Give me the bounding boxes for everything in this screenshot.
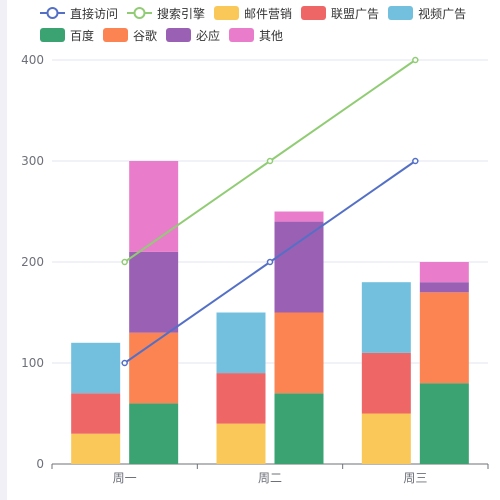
- bar-segment: [216, 373, 266, 424]
- y-tick-label: 100: [21, 356, 44, 370]
- legend-row-1: 直接访问 搜索引擎 邮件营销 联盟广告 视频广告: [40, 2, 490, 24]
- line-marker-icon: [127, 7, 153, 19]
- x-tick-label: 周一: [113, 471, 137, 485]
- left-rail: [0, 0, 7, 500]
- color-swatch: [229, 28, 255, 42]
- bar-segment: [71, 433, 121, 464]
- y-tick-label: 200: [21, 255, 44, 269]
- legend-label: 百度: [70, 28, 95, 43]
- line-point: [121, 258, 128, 266]
- legend-label: 联盟广告: [331, 6, 380, 21]
- bar-segment: [71, 393, 121, 434]
- legend-item-other[interactable]: 其他: [229, 27, 283, 44]
- color-swatch: [166, 28, 192, 42]
- bar-segment: [216, 423, 266, 464]
- color-swatch: [40, 28, 65, 42]
- bar-segment: [129, 403, 179, 464]
- legend-label: 其他: [259, 28, 284, 43]
- legend-row-2: 百度 谷歌 必应 其他: [40, 24, 490, 46]
- legend-item-bing[interactable]: 必应: [166, 27, 220, 44]
- line-marker-icon: [40, 7, 65, 19]
- color-swatch: [103, 28, 129, 42]
- y-tick-label: 400: [21, 53, 44, 67]
- bar-segment: [361, 352, 411, 414]
- color-swatch: [214, 6, 240, 20]
- bar-segment: [129, 161, 179, 252]
- legend-item-search-engine[interactable]: 搜索引擎: [127, 5, 205, 22]
- line-point: [266, 157, 274, 165]
- line-point: [266, 258, 274, 266]
- chart-legend: 直接访问 搜索引擎 邮件营销 联盟广告 视频广告: [40, 2, 490, 46]
- legend-item-direct[interactable]: 直接访问: [40, 5, 118, 22]
- x-tick-label: 周二: [258, 471, 282, 485]
- bar-segment: [419, 282, 469, 293]
- bar-segment: [129, 332, 179, 404]
- y-tick-label: 300: [21, 154, 44, 168]
- bar-segment: [419, 262, 469, 283]
- bar-segment: [129, 251, 179, 333]
- bar-segment: [419, 292, 469, 384]
- bar-segment: [361, 413, 411, 464]
- bar-segment: [274, 312, 324, 394]
- legend-item-baidu[interactable]: 百度: [40, 27, 94, 44]
- legend-label: 邮件营销: [244, 6, 293, 21]
- legend-item-google[interactable]: 谷歌: [103, 27, 157, 44]
- line-point: [121, 359, 128, 367]
- legend-label: 视频广告: [418, 6, 467, 21]
- legend-label: 谷歌: [133, 28, 158, 43]
- bar-segment: [361, 282, 411, 353]
- bar-segment: [419, 383, 469, 464]
- x-tick-label: 周三: [403, 471, 427, 485]
- bar-segment: [274, 221, 324, 313]
- legend-label: 搜索引擎: [157, 6, 206, 21]
- y-tick-label: 0: [36, 457, 44, 471]
- legend-item-affiliate[interactable]: 联盟广告: [301, 5, 379, 22]
- bar-segment: [274, 393, 324, 464]
- bar-segment: [216, 312, 266, 374]
- bar-segment: [71, 342, 121, 394]
- legend-item-email[interactable]: 邮件营销: [214, 5, 292, 22]
- line-point: [412, 157, 419, 165]
- legend-item-video[interactable]: 视频广告: [388, 5, 466, 22]
- line-point: [412, 56, 419, 64]
- color-swatch: [388, 6, 414, 20]
- color-swatch: [301, 6, 327, 20]
- legend-label: 直接访问: [70, 6, 119, 21]
- bar-segment: [274, 211, 324, 222]
- legend-label: 必应: [196, 28, 221, 43]
